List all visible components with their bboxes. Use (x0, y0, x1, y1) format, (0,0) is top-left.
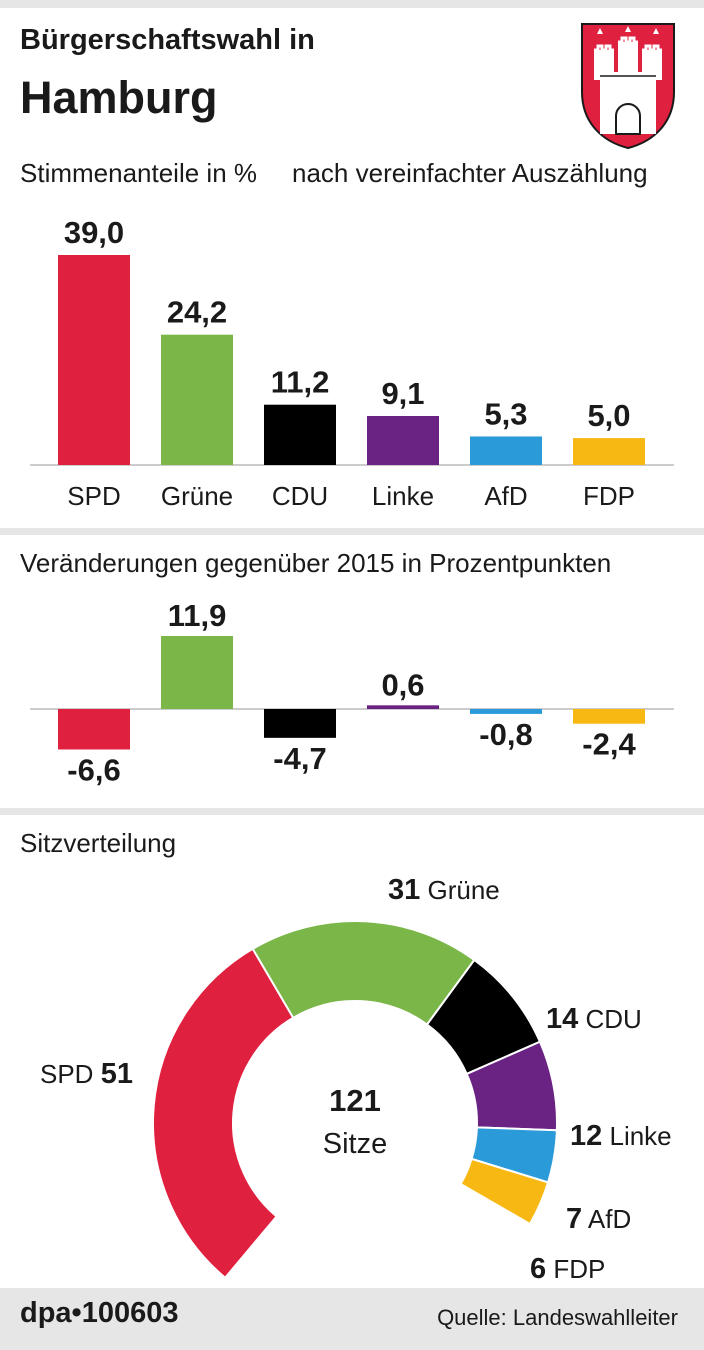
source-note: Quelle: Landeswahlleiter (437, 1305, 678, 1330)
chart-title-change: Veränderungen gegenüber 2015 in Prozentp… (20, 548, 612, 578)
bar-cdu (264, 404, 336, 465)
title-line-1: Bürgerschaftswahl in (20, 24, 315, 56)
seat-segment-spd (152, 947, 295, 1280)
value-label-afd: 5,3 (484, 396, 527, 431)
category-label-gruene: Grüne (161, 481, 233, 511)
change-label-spd: -6,6 (67, 752, 120, 787)
bar-linke (367, 416, 439, 465)
vote-share-bar-chart: 39,0 SPD 24,2 Grüne 11,2 CDU 9,1 Linke 5,3 AfD 5,0… (30, 215, 674, 511)
bar-gruene (161, 334, 233, 465)
value-label-fdp: 5,0 (587, 398, 630, 433)
change-label-afd: -0,8 (479, 717, 532, 752)
change-bar-afd (470, 709, 542, 714)
seat-label-gruene: 31 Grüne (388, 874, 500, 906)
bar-fdp (573, 438, 645, 465)
separator-band (0, 528, 704, 535)
change-bar-linke (367, 705, 439, 709)
change-label-fdp: -2,4 (582, 727, 636, 762)
chart-title-vote-share: Stimmenanteile in % (20, 158, 257, 188)
total-seats-value: 121 (329, 1083, 381, 1118)
dpa-brand: dpa•100603 (20, 1297, 179, 1329)
hamburg-coat-of-arms-icon (581, 23, 675, 150)
change-bar-cdu (264, 709, 336, 738)
separator-band (0, 808, 704, 815)
value-label-spd: 39,0 (64, 215, 124, 250)
seat-label-fdp: 6 FDP (530, 1253, 605, 1285)
bar-afd (470, 436, 542, 465)
value-label-linke: 9,1 (381, 376, 424, 411)
change-bar-spd (58, 709, 130, 750)
seat-label-afd: 7 AfD (566, 1203, 631, 1235)
total-seats-label: Sitze (323, 1128, 387, 1160)
footer-band (0, 1288, 704, 1350)
category-label-linke: Linke (372, 481, 434, 511)
value-label-gruene: 24,2 (167, 295, 227, 330)
change-bar-fdp (573, 709, 645, 724)
bar-spd (58, 255, 130, 465)
change-label-gruene: 11,9 (168, 598, 227, 633)
category-label-fdp: FDP (583, 481, 635, 511)
seat-label-cdu: 14 CDU (546, 1003, 642, 1035)
change-label-linke: 0,6 (381, 667, 424, 702)
page-title: Hamburg (20, 72, 218, 123)
top-band (0, 0, 704, 8)
seat-distribution-chart: SPD 51 31 Grüne 14 CDU 12 Linke 7 AfD 6 FDP 12… (40, 874, 672, 1285)
seat-segment-fdp (459, 1157, 550, 1226)
seat-label-spd: SPD 51 (40, 1058, 133, 1090)
seat-label-linke: 12 Linke (570, 1120, 672, 1152)
chart-title-seats: Sitzverteilung (20, 828, 177, 858)
chart-subtitle: nach vereinfachter Auszählung (292, 158, 648, 188)
category-label-afd: AfD (484, 481, 527, 511)
change-bar-chart: -6,6 11,9 -4,7 0,6 -0,8 -2,4 (30, 598, 674, 787)
value-label-cdu: 11,2 (271, 365, 330, 400)
change-bar-gruene (161, 636, 233, 709)
category-label-cdu: CDU (272, 481, 328, 511)
category-label-spd: SPD (67, 481, 120, 511)
change-label-cdu: -4,7 (273, 741, 326, 776)
